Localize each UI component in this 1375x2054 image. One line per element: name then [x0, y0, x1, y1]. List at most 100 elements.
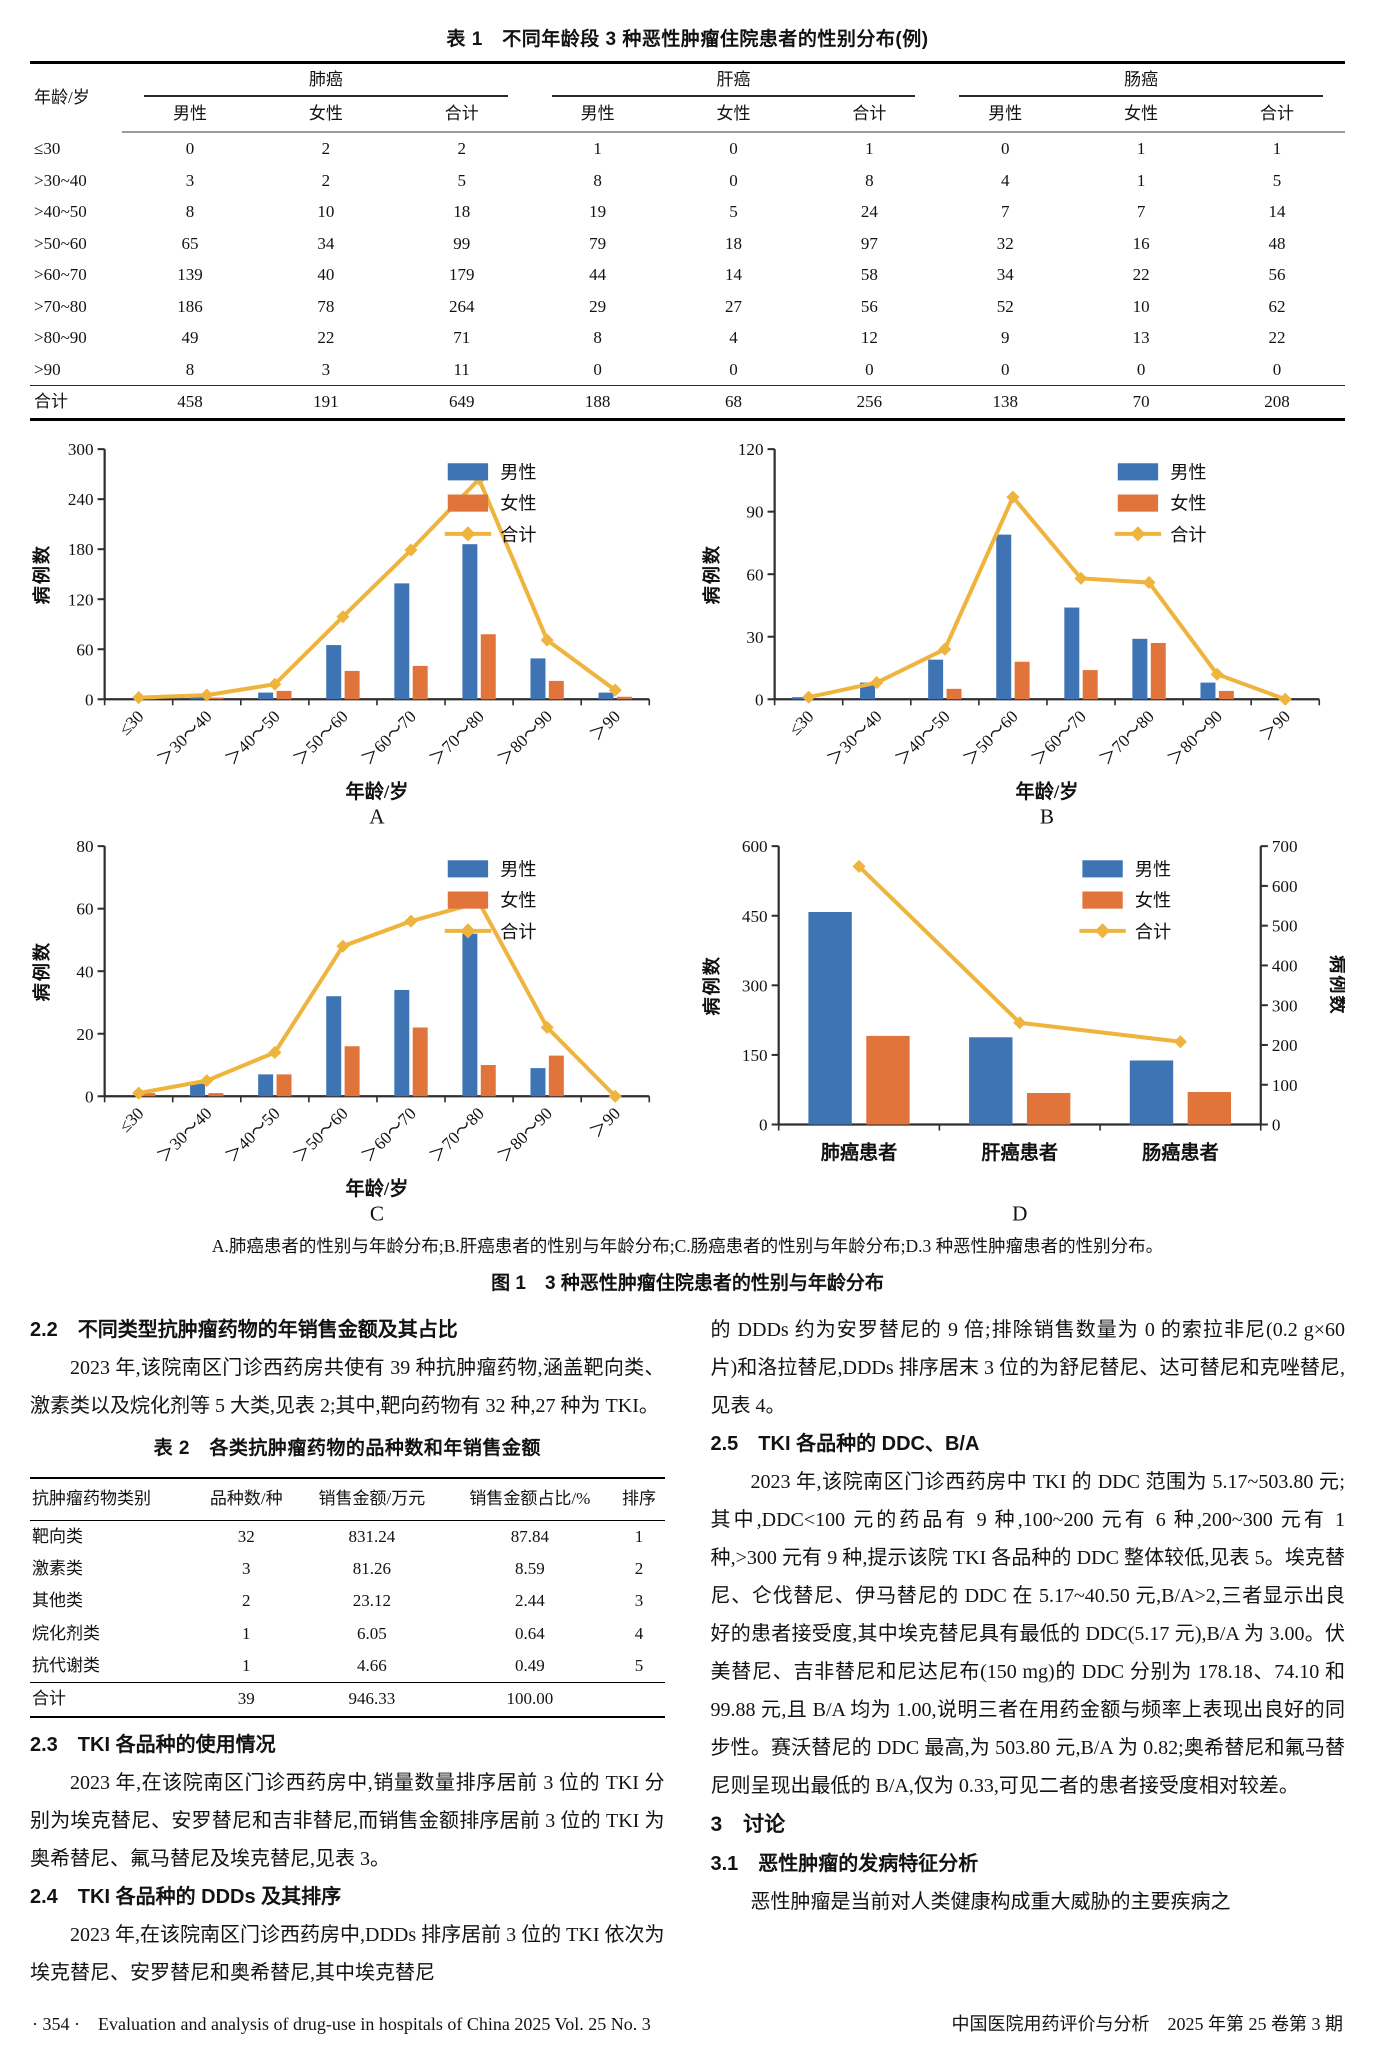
section-2-4-heading: 2.4 TKI 各品种的 DDDs 及其排序 [30, 1885, 342, 1908]
row-label: 靶向类 [32, 1526, 83, 1546]
table-cell: 11 [453, 359, 470, 379]
table2-header: 销售金额占比/% [446, 1478, 614, 1521]
section-2-2-heading: 2.2 不同类型抗肿瘤药物的年销售金额及其占比 [30, 1319, 458, 1342]
table-cell: 2 [321, 170, 331, 190]
table-cell: 1 [1136, 170, 1146, 190]
table-cell: 5 [457, 170, 466, 190]
svg-text:30: 30 [746, 627, 763, 646]
svg-text:300: 300 [68, 440, 94, 459]
table-cell: 1 [634, 1526, 644, 1546]
table1-subheader-row: 男性 女性 合计 男性 女性 合计 男性 女性 合计 [30, 97, 1345, 133]
svg-text:200: 200 [1271, 1036, 1297, 1055]
svg-text:0: 0 [754, 690, 763, 709]
table-cell: 34 [317, 233, 335, 253]
left-column: 2.2 不同类型抗肿瘤药物的年销售金额及其占比 2023 年,该院南区门诊西药房… [30, 1311, 665, 1991]
table-row: >30~40 3 2 5 8 0 8 4 1 5 [30, 165, 1345, 197]
chart-a: 0 60 120 180 240 300 ≤30 ＞30～40 ＞40～50 ＞50～60 ＞60～… [31, 440, 651, 828]
svg-text:300: 300 [1271, 996, 1297, 1015]
table-cell: 1 [865, 139, 874, 158]
chart-a-box: 0 60 120 180 240 300 ≤30 ＞30～40 ＞40～50 ＞50～60 ＞60～… [30, 433, 676, 828]
table-row: >70~80 186 78 264 29 27 56 52 10 62 [30, 291, 1345, 323]
table-cell: 0 [1272, 359, 1282, 379]
svg-text:年龄/岁: 年龄/岁 [346, 1177, 409, 1200]
row-label: 合计 [30, 1682, 195, 1717]
table-cell: 5 [729, 202, 738, 221]
svg-text:＞90: ＞90 [1256, 706, 1294, 744]
svg-text:0: 0 [85, 690, 94, 709]
footer-left: · 354 · Evaluation and analysis of drug-… [32, 2013, 651, 2034]
row-label: 合计 [30, 385, 123, 419]
x-axis: ≤30 ＞30～40 ＞40～50 ＞50～60 ＞60～70 ＞70～80 ＞80～90 ＞… [103, 1095, 651, 1166]
section-3-1-paragraph: 恶性肿瘤是当前对人类健康构成重大威胁的主要疾病之 [750, 1891, 1231, 1914]
bar-series-男性 [190, 543, 614, 699]
table-cell: 97 [860, 233, 878, 253]
y-axis: 0 30 60 90 120 [737, 440, 776, 709]
svg-text:合计: 合计 [500, 524, 536, 544]
table-cell: 99 [453, 233, 471, 253]
table-cell: 5 [1272, 170, 1282, 190]
bar-series-女性 [865, 1035, 1231, 1125]
svg-text:＞90: ＞90 [586, 1104, 624, 1142]
y-axis: 0 20 40 60 80 [76, 837, 106, 1106]
table-row: >60~70 139 40 179 44 14 58 34 22 56 [30, 259, 1345, 291]
table-cell: 2 [242, 1591, 251, 1611]
table1-subhead: 合计 [1209, 97, 1345, 133]
table-row: 靶向类 32 831.24 87.84 1 [30, 1520, 665, 1553]
row-label: >60~70 [34, 265, 87, 284]
section-2-5-heading: 2.5 TKI 各品种的 DDC、B/A [710, 1433, 980, 1456]
chart-d: 0 150 300 450 600 0 100 200 300 400 500 600 700 肺癌患者 肝… [701, 837, 1345, 1225]
table-cell: 649 [393, 385, 530, 419]
svg-text:＞80～90: ＞80～90 [494, 706, 556, 768]
table2-header: 抗肿瘤药物类别 [30, 1478, 195, 1521]
table-cell: 0 [185, 139, 195, 158]
section-2-3-paragraph: 2023 年,在该院南区门诊西药房中,销量数量排序居前 3 位的 TKI 分别为… [30, 1771, 665, 1870]
chart-c-box: 0 20 40 60 80 ≤30 ＞30～40 ＞40～50 ＞50～60 ＞60～70 ＞70～… [30, 830, 676, 1225]
svg-text:肺癌患者: 肺癌患者 [820, 1141, 897, 1164]
page-footer: · 354 · Evaluation and analysis of drug-… [30, 1992, 1345, 2046]
row-label: ≤30 [34, 138, 61, 158]
y-axis: 0 60 120 180 240 300 [68, 440, 106, 709]
table-cell: 81.26 [352, 1558, 392, 1578]
table-cell: 4 [634, 1623, 644, 1643]
table-cell: 7 [1000, 202, 1010, 221]
chart-d-box: 0 150 300 450 600 0 100 200 300 400 500 600 700 肺癌患者 肝… [700, 830, 1345, 1225]
table1-subhead: 男性 [529, 97, 666, 133]
svg-text:＞30～40: ＞30～40 [154, 1104, 216, 1166]
table-cell: 58 [860, 265, 878, 284]
table-cell: 13 [1132, 328, 1150, 347]
svg-text:合计: 合计 [500, 922, 536, 942]
table-cell: 70 [1073, 385, 1210, 419]
line-series-合计 [132, 472, 622, 704]
svg-text:年龄/岁: 年龄/岁 [346, 780, 409, 803]
table2-header: 排序 [613, 1478, 665, 1521]
chart-c: 0 20 40 60 80 ≤30 ＞30～40 ＞40～50 ＞50～60 ＞60～70 ＞70～… [31, 837, 651, 1225]
table1-subhead: 合计 [393, 97, 530, 133]
table-cell: 256 [801, 385, 938, 419]
table-cell: 22 [317, 328, 335, 347]
table1-group-header-row: 年龄/岁 肺癌 肝癌 肠癌 [30, 63, 1345, 107]
table-cell: 22 [1268, 328, 1286, 347]
svg-text:＞70～80: ＞70～80 [426, 1104, 488, 1166]
table-cell: 3 [321, 359, 331, 379]
chart-b: 0 30 60 90 120 ≤30 ＞30～40 ＞40～50 ＞50～60 ＞60～70 ＞70… [701, 440, 1320, 828]
svg-text:90: 90 [746, 502, 763, 521]
table-cell: 22 [1132, 265, 1150, 284]
table-cell: 2.44 [514, 1591, 545, 1611]
table1-subhead: 男性 [122, 97, 258, 133]
svg-text:男性: 男性 [500, 462, 536, 482]
table-cell: 4.66 [357, 1655, 387, 1675]
section-2-5-paragraph: 2023 年,该院南区门诊西药房中 TKI 的 DDC 范围为 5.17~503… [710, 1471, 1346, 1798]
svg-text:20: 20 [76, 1025, 93, 1044]
table-cell: 3 [185, 170, 195, 190]
row-label: >80~90 [34, 328, 87, 347]
svg-text:＞70～80: ＞70～80 [1096, 706, 1158, 768]
table-cell: 188 [529, 385, 666, 419]
table-cell: 14 [724, 265, 742, 284]
table-cell: 0.49 [514, 1655, 545, 1675]
table-cell: 78 [317, 296, 335, 316]
right-column: 的 DDDs 约为安罗替尼的 9 倍;排除销售数量为 0 的索拉非尼(0.2 g… [711, 1311, 1346, 1991]
svg-text:＞60～70: ＞60～70 [358, 706, 420, 768]
table-cell: 14 [1268, 202, 1286, 221]
